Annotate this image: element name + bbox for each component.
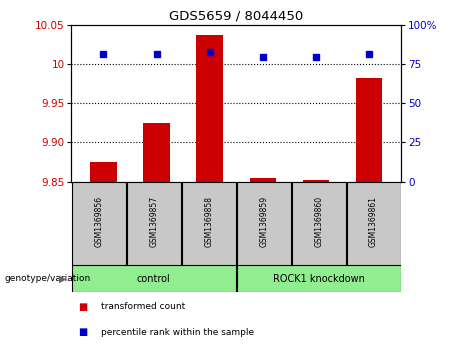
Text: GSM1369857: GSM1369857 [149,196,159,247]
Bar [356,78,383,182]
Text: transformed count: transformed count [101,302,186,311]
Text: GSM1369858: GSM1369858 [204,196,213,247]
Text: GSM1369859: GSM1369859 [259,196,268,247]
Text: control: control [137,274,171,284]
Bar [237,265,401,292]
Bar [292,182,346,265]
Bar [347,182,401,265]
Text: ▶: ▶ [59,274,66,284]
Bar [143,123,170,182]
Text: genotype/variation: genotype/variation [5,274,91,283]
Title: GDS5659 / 8044450: GDS5659 / 8044450 [169,10,303,23]
Text: ■: ■ [78,327,88,337]
Bar [182,182,236,265]
Text: GSM1369856: GSM1369856 [95,196,103,247]
Bar [127,182,181,265]
Bar [249,178,276,182]
Bar [237,182,291,265]
Text: GSM1369860: GSM1369860 [314,196,323,247]
Text: ROCK1 knockdown: ROCK1 knockdown [273,274,365,284]
Bar [72,182,126,265]
Bar [72,265,236,292]
Bar [90,162,117,182]
Text: GSM1369861: GSM1369861 [369,196,378,247]
Text: ■: ■ [78,302,88,312]
Bar [303,180,329,182]
Bar [196,35,223,182]
Text: percentile rank within the sample: percentile rank within the sample [101,328,254,337]
